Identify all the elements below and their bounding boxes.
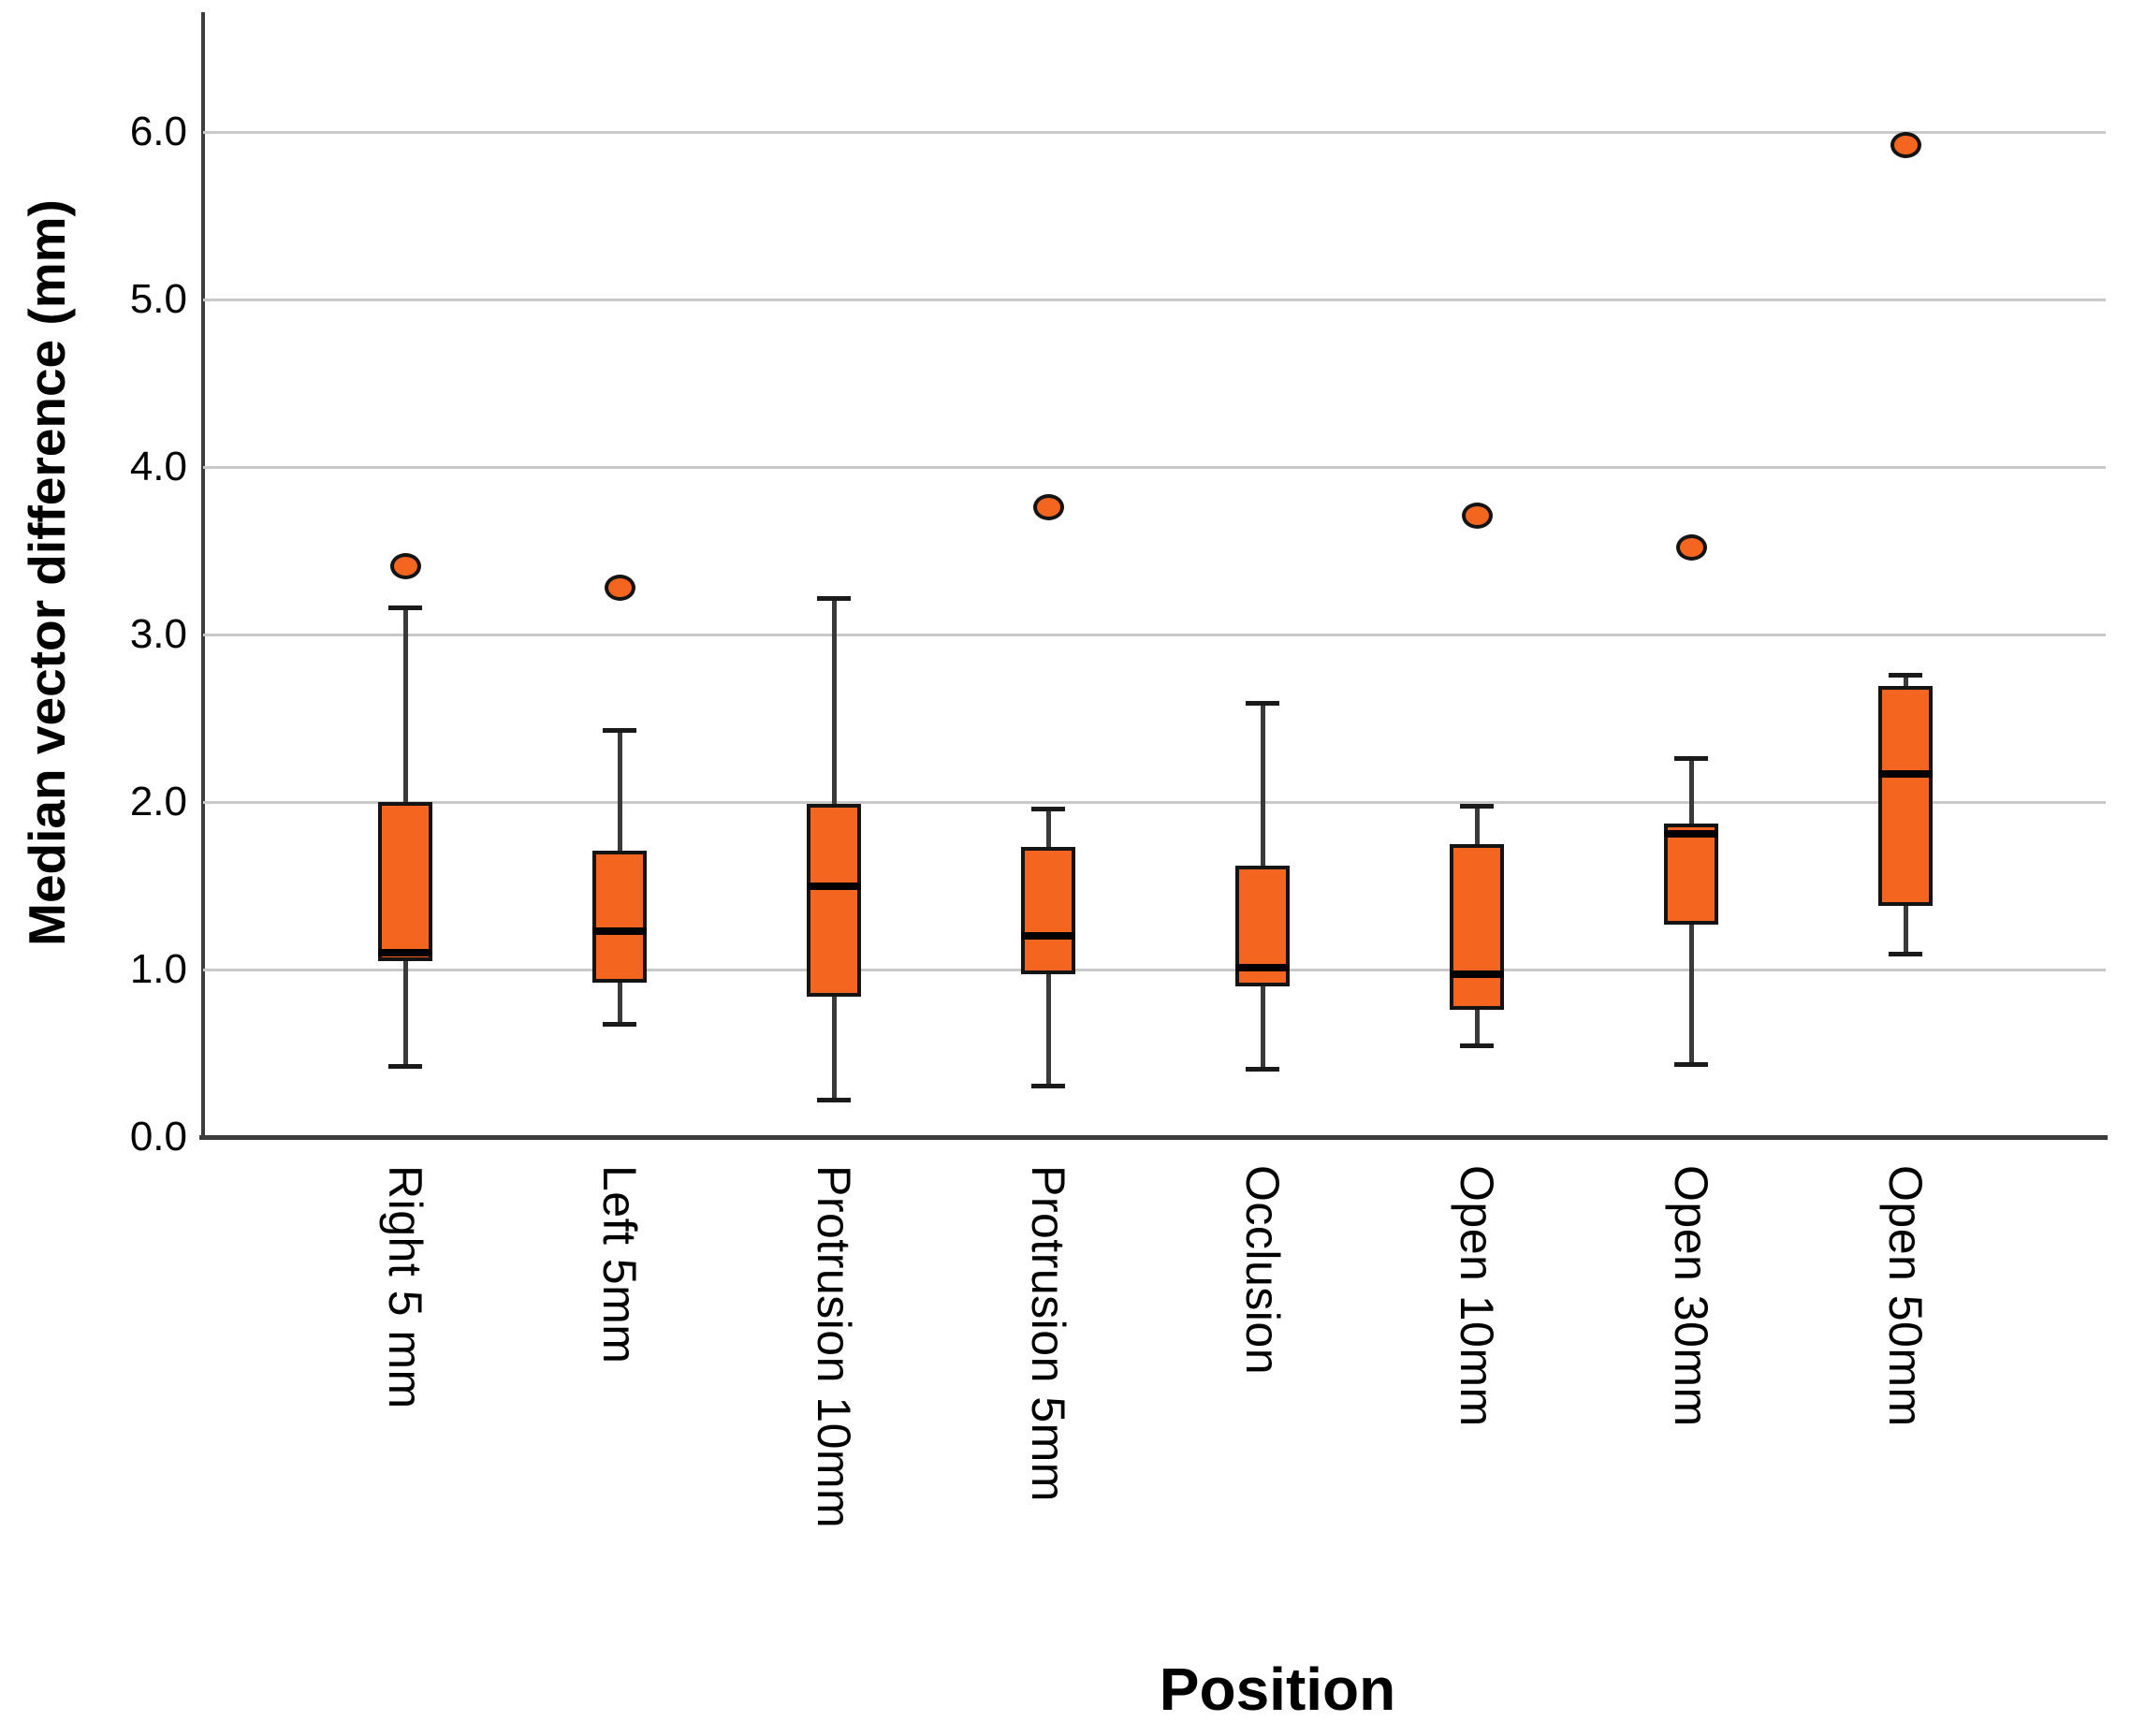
- y-tick-label-4.0: 4.0: [129, 444, 187, 489]
- x-tick-label-8: Open 50mm: [1879, 1165, 1932, 1427]
- x-tick-label-1: Right 5 mm: [379, 1165, 431, 1409]
- whisker-cap-bottom: [817, 1097, 851, 1102]
- box-iqr: [378, 802, 432, 962]
- gridline-y-6: [203, 131, 2106, 134]
- whisker-cap-bottom: [1031, 1084, 1065, 1089]
- whisker-line: [618, 730, 622, 1026]
- plot-area: [203, 14, 2106, 1137]
- whisker-line: [1904, 674, 1908, 955]
- whisker-cap-bottom: [1889, 951, 1922, 956]
- box-iqr: [1450, 843, 1504, 1010]
- x-axis-title: Position: [1159, 1656, 1396, 1723]
- whisker-line: [403, 607, 408, 1067]
- y-tick-label-1.0: 1.0: [129, 946, 187, 992]
- median-line: [807, 882, 861, 890]
- outlier-point: [1032, 493, 1064, 520]
- y-tick-label-5.0: 5.0: [129, 276, 187, 322]
- whisker-cap-bottom: [388, 1063, 422, 1069]
- median-line: [1878, 769, 1933, 778]
- outlier-point: [389, 552, 421, 579]
- x-tick-label-2: Left 5mm: [593, 1165, 646, 1364]
- median-line: [592, 926, 647, 935]
- whisker-line: [1261, 703, 1265, 1071]
- x-tick-label-5: Occlusion: [1236, 1165, 1289, 1376]
- whisker-cap-top: [388, 605, 422, 611]
- whisker-cap-top: [1674, 756, 1708, 762]
- gridline-y-4: [203, 466, 2106, 469]
- y-tick-label-2.0: 2.0: [129, 779, 187, 824]
- box-iqr: [807, 803, 861, 997]
- x-axis-line: [199, 1135, 2108, 1140]
- whisker-line: [1689, 758, 1694, 1066]
- gridline-y-5: [203, 299, 2106, 301]
- whisker-cap-top: [817, 595, 851, 601]
- box-iqr: [1878, 686, 1933, 906]
- gridline-y-3: [203, 634, 2106, 636]
- outlier-point: [1675, 533, 1707, 561]
- whisker-line: [832, 597, 837, 1101]
- whisker-cap-bottom: [603, 1022, 636, 1028]
- whisker-cap-top: [1460, 803, 1494, 809]
- y-tick-label-0.0: 0.0: [129, 1114, 187, 1160]
- median-line: [1450, 970, 1504, 979]
- x-tick-label-6: Open 10mm: [1451, 1165, 1503, 1427]
- whisker-line: [1475, 805, 1480, 1047]
- box-iqr: [1664, 824, 1718, 925]
- y-axis-line: [201, 12, 205, 1140]
- outlier-point: [604, 574, 635, 601]
- box-iqr: [592, 850, 647, 984]
- outlier-point: [1890, 132, 1921, 159]
- outlier-point: [1461, 502, 1493, 529]
- whisker-cap-top: [603, 728, 636, 734]
- gridline-y-1: [203, 969, 2106, 971]
- median-line: [1021, 932, 1075, 941]
- whisker-cap-top: [1246, 701, 1279, 707]
- gridline-y-2: [203, 801, 2106, 804]
- x-tick-label-7: Open 30mm: [1665, 1165, 1717, 1427]
- whisker-cap-bottom: [1246, 1067, 1279, 1072]
- whisker-cap-bottom: [1460, 1043, 1494, 1049]
- whisker-cap-top: [1889, 672, 1922, 678]
- median-line: [378, 949, 432, 957]
- x-tick-label-4: Protrusion 5mm: [1022, 1165, 1074, 1502]
- whisker-line: [1046, 809, 1051, 1087]
- y-tick-label-3.0: 3.0: [129, 611, 187, 657]
- median-line: [1664, 830, 1718, 838]
- box-iqr: [1021, 847, 1075, 975]
- x-tick-label-3: Protrusion 10mm: [808, 1165, 860, 1529]
- y-tick-label-6.0: 6.0: [129, 109, 187, 154]
- whisker-cap-top: [1031, 807, 1065, 812]
- whisker-cap-bottom: [1674, 1062, 1708, 1068]
